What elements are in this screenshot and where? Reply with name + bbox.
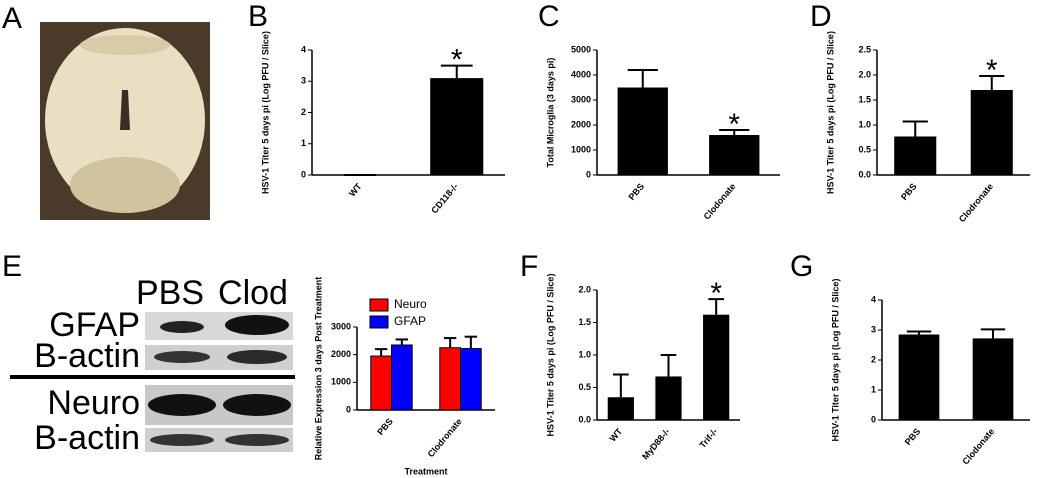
y-tick-label: 2.0 <box>858 69 871 79</box>
x-tick-label: PBS <box>375 416 395 437</box>
y-tick-label: 5000 <box>571 44 591 54</box>
y-tick-label: 1.5 <box>578 317 591 327</box>
y-tick-label: 2000 <box>331 349 351 359</box>
bar <box>972 338 1014 420</box>
y-tick-label: 2 <box>301 107 306 117</box>
bar <box>370 355 392 411</box>
y-tick-label: 0.0 <box>858 169 871 179</box>
panel-letter: C <box>538 0 560 33</box>
y-axis-label: Relative Expression 3 days Post Treatmen… <box>313 277 323 461</box>
panel-letter: G <box>790 250 813 283</box>
y-tick-label: 4000 <box>571 69 591 79</box>
x-tick-label: PBS <box>903 426 923 447</box>
legend-swatch <box>369 315 389 329</box>
y-axis-label: HSV-1 Titer 5 days pi (Log PFU / Slice) <box>830 279 840 442</box>
blot-column: PBS <box>136 274 204 312</box>
legend-swatch <box>369 298 389 312</box>
y-tick-label: 2 <box>871 354 876 364</box>
bar <box>703 314 730 420</box>
y-tick-label: 3 <box>301 76 306 86</box>
y-tick-label: 1000 <box>571 144 591 154</box>
y-tick-label: 0.0 <box>578 414 591 424</box>
y-tick-label: 0 <box>871 414 876 424</box>
legend-label: Neuro <box>394 297 427 311</box>
bar <box>894 136 937 175</box>
y-tick-label: 2000 <box>571 119 591 129</box>
y-axis-label: HSV-1 Titer 5 days pi (Log PFU / Slice) <box>260 31 270 194</box>
x-tick-label: PBS <box>899 181 919 202</box>
bar <box>898 334 940 420</box>
x-tick-label: WT <box>347 181 364 199</box>
legend-label: GFAP <box>394 314 426 328</box>
y-tick-label: 0 <box>586 169 591 179</box>
brain-photo <box>40 22 210 220</box>
bar <box>439 347 461 411</box>
y-tick-label: 0 <box>301 169 306 179</box>
bar <box>391 344 413 411</box>
significance: * <box>728 108 740 141</box>
blot-column: Clod <box>218 274 288 312</box>
y-tick-label: 0.5 <box>858 144 871 154</box>
significance: * <box>986 54 998 87</box>
y-tick-label: 1.0 <box>578 349 591 359</box>
x-tick-label: Clodronate <box>426 416 464 459</box>
x-axis-label: Treatment <box>404 466 447 476</box>
y-tick-label: 0.5 <box>578 382 591 392</box>
x-tick-label: Clodonate <box>960 426 996 466</box>
y-tick-label: 4 <box>301 44 306 54</box>
significance: * <box>710 277 722 310</box>
bar <box>709 135 760 175</box>
bar <box>607 397 634 420</box>
bar <box>655 376 682 420</box>
bar <box>460 348 482 411</box>
y-tick-label: 2.5 <box>858 44 871 54</box>
y-axis-label: HSV-1 Titer 5 days pi (Log PFU / Slice) <box>825 31 835 194</box>
y-tick-label: 1.0 <box>858 119 871 129</box>
y-tick-label: 3000 <box>331 321 351 331</box>
bar <box>970 90 1013 175</box>
y-tick-label: 2.0 <box>578 284 591 294</box>
bar <box>617 87 668 175</box>
blot-row: GFAP <box>49 306 140 344</box>
y-axis-label: HSV-1 Titer 5 days pi (Log PFU / Slice) <box>545 274 555 437</box>
x-tick-label: WT <box>608 426 625 444</box>
y-tick-label: 1 <box>871 384 876 394</box>
y-tick-label: 3000 <box>571 94 591 104</box>
x-tick-label: MyD88-/- <box>640 426 672 461</box>
panel-letter: F <box>520 250 538 283</box>
x-tick-label: Clodronate <box>957 181 995 224</box>
y-tick-label: 3 <box>871 324 876 334</box>
western-blot: PBS Clod GFAP B-actin Neuro B-actin <box>10 274 295 457</box>
y-tick-label: 1000 <box>331 377 351 387</box>
x-tick-label: CD118-/- <box>429 181 460 215</box>
blot-row: B-actin <box>34 337 140 375</box>
panel-letter: E <box>2 250 22 283</box>
blot-row: B-actin <box>34 419 140 457</box>
y-tick-label: 1.5 <box>858 94 871 104</box>
panel-letter: A <box>2 2 22 35</box>
blot-row: Neuro <box>47 384 140 422</box>
bar <box>430 78 484 175</box>
panel-letter: D <box>810 0 832 33</box>
y-tick-label: 0 <box>346 404 351 414</box>
y-tick-label: 4 <box>871 294 876 304</box>
x-tick-label: PBS <box>627 181 647 202</box>
x-tick-label: Trif-/- <box>697 426 719 450</box>
panel-letter: B <box>248 0 268 33</box>
y-axis-label: Total Microglia (3 days pi) <box>545 58 555 168</box>
x-tick-label: Clodonate <box>702 181 738 221</box>
y-tick-label: 1 <box>301 138 306 148</box>
significance: * <box>451 44 463 77</box>
